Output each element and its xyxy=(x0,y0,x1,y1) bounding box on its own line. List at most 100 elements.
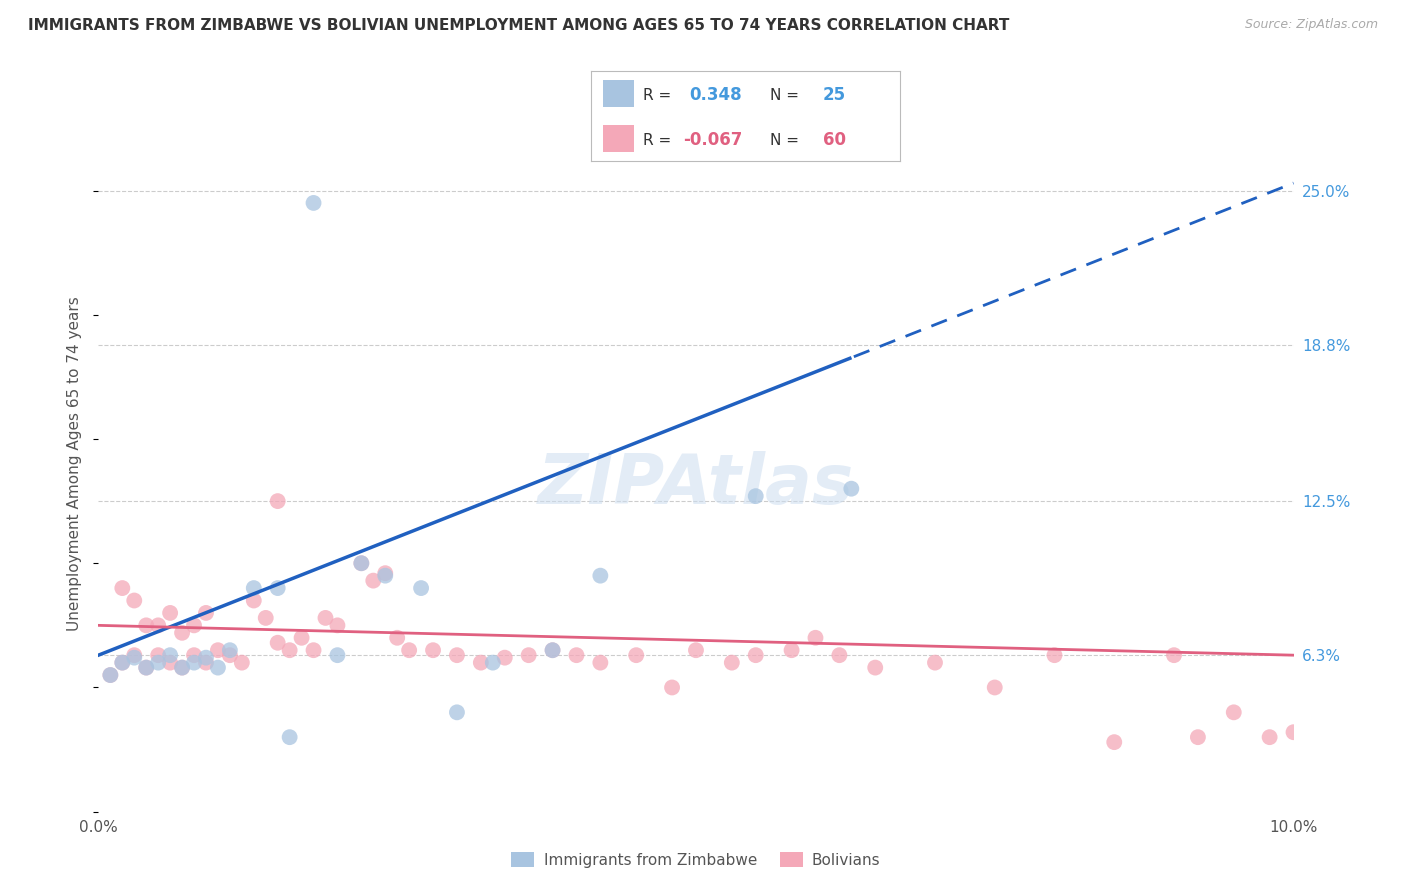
Point xyxy=(589,568,612,582)
Point xyxy=(924,656,946,670)
Point xyxy=(183,656,205,670)
Point xyxy=(350,556,373,570)
Point xyxy=(302,196,325,211)
Point xyxy=(231,656,253,670)
Point xyxy=(159,656,181,670)
Point xyxy=(1258,730,1281,744)
Point xyxy=(326,648,349,662)
Text: Source: ZipAtlas.com: Source: ZipAtlas.com xyxy=(1244,18,1378,31)
Point xyxy=(100,668,122,682)
Point xyxy=(1104,735,1126,749)
Point xyxy=(219,643,242,657)
Point xyxy=(1282,725,1305,739)
Point xyxy=(374,568,396,582)
Point xyxy=(195,650,218,665)
Point xyxy=(1043,648,1066,662)
Point xyxy=(267,581,290,595)
Point xyxy=(291,631,314,645)
Point xyxy=(111,656,134,670)
Point xyxy=(541,643,564,657)
Point xyxy=(721,656,744,670)
Text: ZIPAtlas: ZIPAtlas xyxy=(538,451,853,518)
Point xyxy=(172,660,194,674)
Point xyxy=(159,648,181,662)
Text: 60: 60 xyxy=(823,131,845,149)
Point xyxy=(219,648,242,662)
Bar xyxy=(603,125,634,152)
Point xyxy=(865,660,887,674)
Y-axis label: Unemployment Among Ages 65 to 74 years: Unemployment Among Ages 65 to 74 years xyxy=(67,296,83,632)
Point xyxy=(350,556,373,570)
Text: 0.348: 0.348 xyxy=(689,87,742,104)
Point xyxy=(446,706,468,720)
Point xyxy=(1187,730,1209,744)
Point xyxy=(159,606,181,620)
Point xyxy=(589,656,612,670)
Point xyxy=(207,660,229,674)
Point xyxy=(111,581,134,595)
Point xyxy=(470,656,492,670)
Point xyxy=(517,648,540,662)
Point xyxy=(745,648,768,662)
Point xyxy=(446,648,468,662)
Point xyxy=(411,581,433,595)
Point xyxy=(254,611,277,625)
Text: R =: R = xyxy=(643,88,671,103)
Point xyxy=(685,643,707,657)
Point xyxy=(172,625,194,640)
Point xyxy=(1163,648,1185,662)
Point xyxy=(326,618,349,632)
Point xyxy=(124,650,146,665)
Point xyxy=(111,656,134,670)
Point xyxy=(183,618,205,632)
Legend: Immigrants from Zimbabwe, Bolivians: Immigrants from Zimbabwe, Bolivians xyxy=(505,846,887,873)
Point xyxy=(398,643,420,657)
Point xyxy=(148,656,170,670)
Text: N =: N = xyxy=(770,133,799,147)
Point xyxy=(374,566,396,581)
Point xyxy=(315,611,337,625)
Point xyxy=(363,574,385,588)
Bar xyxy=(603,80,634,107)
Point xyxy=(267,636,290,650)
Point xyxy=(267,494,290,508)
Point xyxy=(124,593,146,607)
Point xyxy=(1223,706,1246,720)
Point xyxy=(135,660,157,674)
Point xyxy=(183,648,205,662)
Point xyxy=(745,489,768,503)
Point xyxy=(481,656,505,670)
Point xyxy=(780,643,803,657)
Point xyxy=(135,618,157,632)
Point xyxy=(422,643,444,657)
Point xyxy=(565,648,588,662)
Point xyxy=(302,643,325,657)
Point xyxy=(626,648,648,662)
Point xyxy=(661,681,683,695)
Point xyxy=(243,581,266,595)
Text: -0.067: -0.067 xyxy=(683,131,742,149)
Point xyxy=(541,643,564,657)
Point xyxy=(100,668,122,682)
Point xyxy=(207,643,229,657)
Point xyxy=(195,606,218,620)
Point xyxy=(804,631,827,645)
Point xyxy=(124,648,146,662)
Text: 25: 25 xyxy=(823,87,845,104)
Point xyxy=(243,593,266,607)
Point xyxy=(385,631,409,645)
Point xyxy=(494,650,516,665)
Point xyxy=(828,648,851,662)
Point xyxy=(841,482,863,496)
Text: N =: N = xyxy=(770,88,799,103)
Point xyxy=(195,656,218,670)
Text: IMMIGRANTS FROM ZIMBABWE VS BOLIVIAN UNEMPLOYMENT AMONG AGES 65 TO 74 YEARS CORR: IMMIGRANTS FROM ZIMBABWE VS BOLIVIAN UNE… xyxy=(28,18,1010,33)
Text: R =: R = xyxy=(643,133,671,147)
Point xyxy=(278,730,301,744)
Point xyxy=(135,660,157,674)
Point xyxy=(172,660,194,674)
Point xyxy=(278,643,301,657)
Point xyxy=(984,681,1007,695)
Point xyxy=(148,648,170,662)
Point xyxy=(148,618,170,632)
